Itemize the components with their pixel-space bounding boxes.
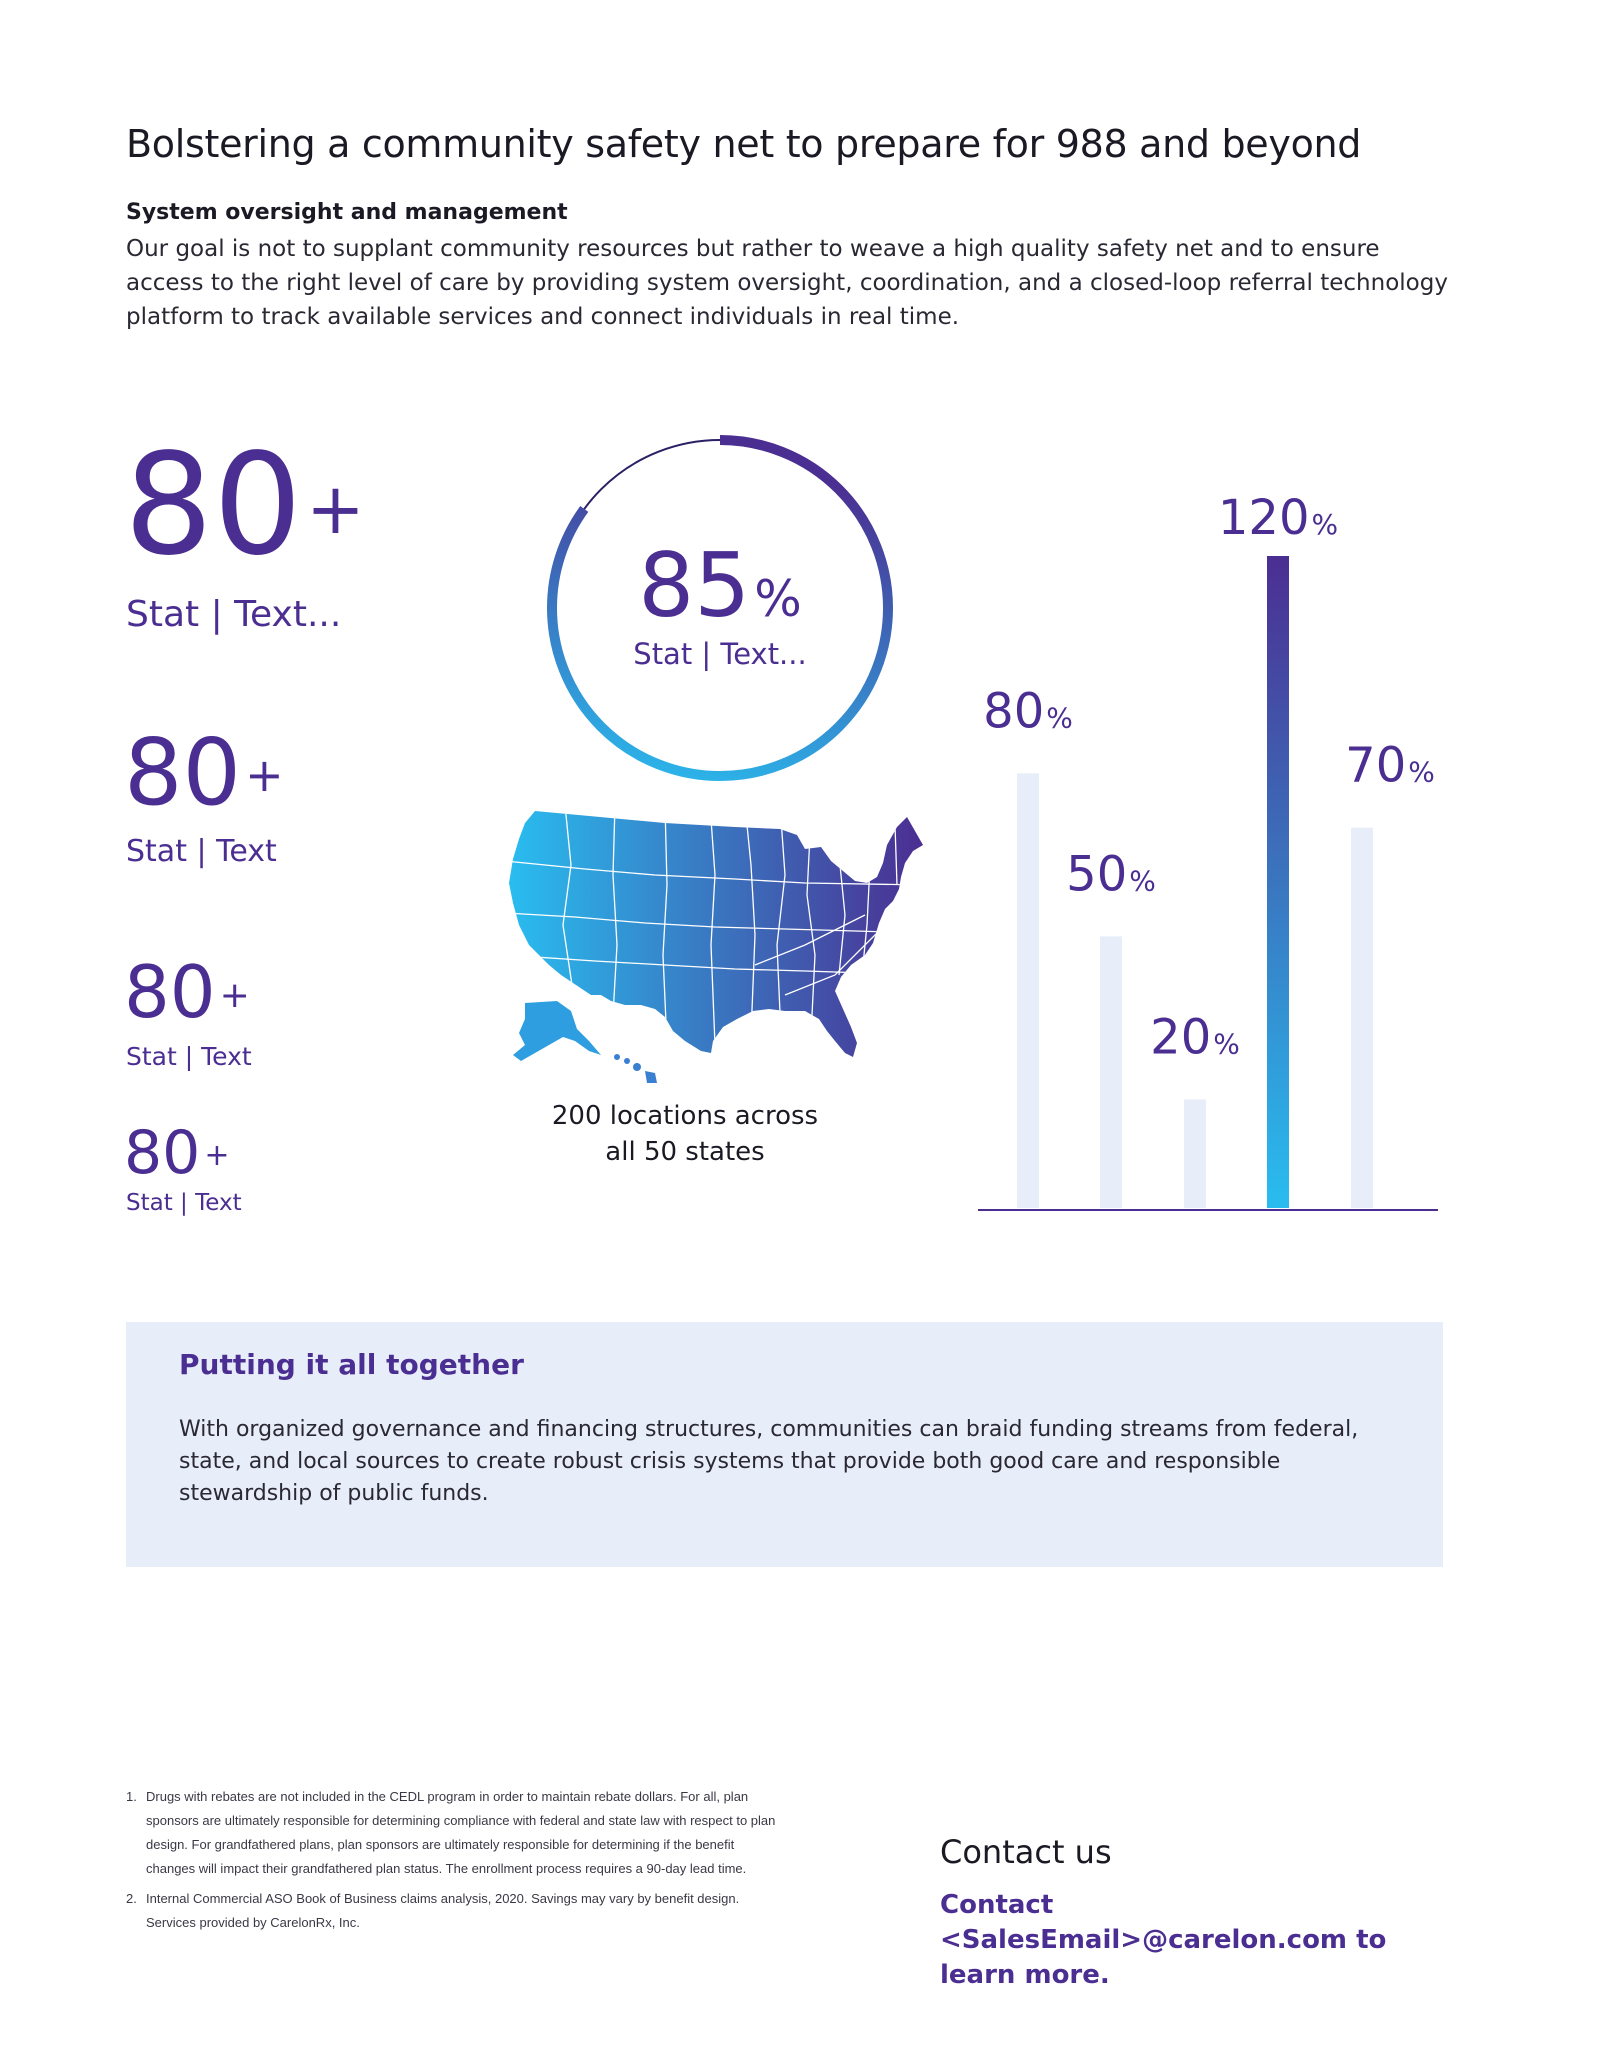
contact-heading: Contact us (940, 1833, 1112, 1871)
stat-block-2: 80+ (124, 727, 284, 819)
bar-label-3: 20% (1150, 1009, 1240, 1065)
footnote-2: 2. Internal Commercial ASO Book of Busine… (126, 1887, 786, 1935)
summary-body: With organized governance and financing … (179, 1417, 1359, 1506)
stat-block-1: 80+ (124, 436, 365, 576)
contact-link[interactable]: Contact <SalesEmail>@carelon.com to lear… (940, 1890, 1387, 1990)
bar-1 (1017, 773, 1039, 1208)
stat-number: 80+ (124, 424, 365, 587)
stat-number: 80+ (124, 1118, 230, 1188)
stat-label-1: Stat | Text... (126, 594, 342, 635)
bar-label-4: 120% (1218, 490, 1338, 546)
bar-label-1: 80% (983, 683, 1073, 739)
stat-suffix: + (245, 748, 284, 803)
bar-labels-layer: 80% 50% 20% 120% 70% (983, 490, 1435, 1065)
stat-number: 80+ (124, 719, 284, 826)
stat-block-4: 80 + (124, 1123, 230, 1183)
bar-2 (1100, 936, 1122, 1208)
stat-number: 80+ (124, 950, 250, 1034)
state-borders (509, 811, 923, 1046)
us-map (509, 811, 923, 1083)
bar-5 (1351, 827, 1373, 1208)
footnote-number: 2. (126, 1891, 137, 1906)
stat-label-4: Stat | Text (126, 1190, 242, 1216)
progress-ring: 85% Stat | Text... (547, 435, 893, 781)
hawaii (614, 1054, 657, 1083)
footnote-number: 1. (126, 1789, 137, 1804)
intro-paragraph: Our goal is not to supplant community re… (126, 236, 1448, 330)
bar-4 (1267, 556, 1289, 1208)
map-caption-line-1: 200 locations across (551, 1101, 819, 1131)
bar-label-2: 50% (1066, 846, 1156, 902)
bar-chart: 80% 50% 20% 120% 70% (978, 490, 1438, 1211)
stat-label-2: Stat | Text (126, 834, 277, 869)
bar-label-5: 70% (1345, 738, 1435, 794)
ring-stat-number: 85% (638, 534, 802, 637)
map-caption: 200 locations across all 50 states (520, 1098, 850, 1170)
stat-suffix: + (219, 974, 250, 1016)
stat-suffix: + (306, 468, 365, 551)
ring-arc (547, 435, 893, 781)
stat-block-3: 80 + (124, 956, 250, 1028)
map-caption-line-2: all 50 states (605, 1137, 765, 1167)
footnotes: 1. Drugs with rebates are not included in… (126, 1785, 786, 1941)
summary-heading: Putting it all together (179, 1348, 524, 1381)
bar-3 (1184, 1099, 1206, 1208)
stat-label-3: Stat | Text (126, 1042, 252, 1071)
section-subheading: System oversight and management (126, 200, 568, 225)
stat-suffix: + (204, 1137, 230, 1173)
footnote-text: Internal Commercial ASO Book of Business… (146, 1891, 740, 1930)
bars-layer (1017, 556, 1373, 1208)
summary-panel: Putting it all together With organized g… (126, 1322, 1443, 1567)
footnote-text: Drugs with rebates are not included in t… (146, 1789, 776, 1876)
page-title: Bolstering a community safety net to pre… (126, 122, 1362, 166)
ring-stat-label: Stat | Text... (633, 637, 806, 671)
footnote-1: 1. Drugs with rebates are not included in… (126, 1785, 786, 1881)
alaska (513, 1001, 601, 1061)
